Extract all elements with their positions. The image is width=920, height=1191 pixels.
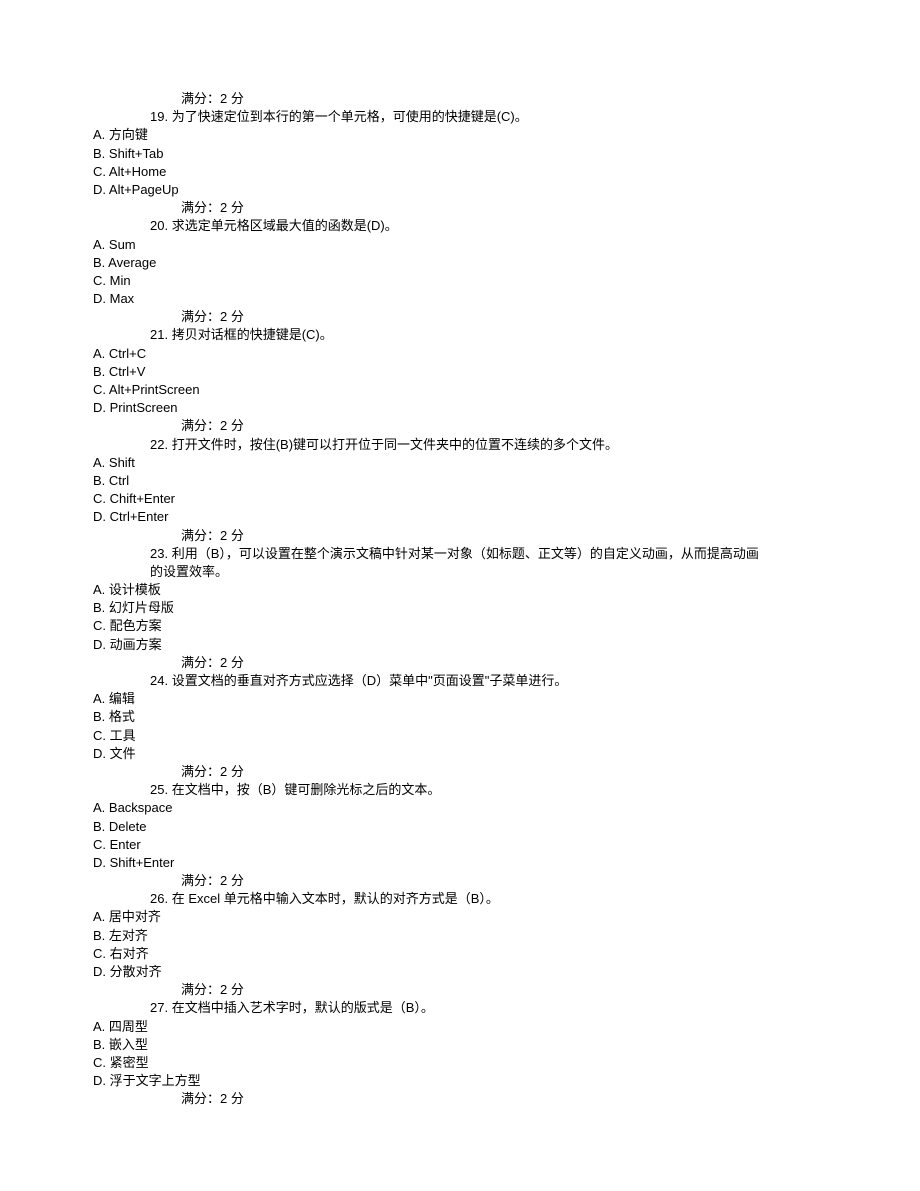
score-line: 满分：2 分: [93, 654, 827, 672]
question-number: 23.: [150, 546, 168, 561]
option-line: D. 浮于文字上方型: [93, 1072, 827, 1090]
question-number: 21.: [150, 327, 168, 342]
question-text: 在文档中，按（B）键可删除光标之后的文本。: [172, 782, 441, 797]
option-line: D. Ctrl+Enter: [93, 508, 827, 526]
option-line: B. Average: [93, 254, 827, 272]
question-line: 25. 在文档中，按（B）键可删除光标之后的文本。: [93, 781, 827, 799]
option-line: D. 分散对齐: [93, 963, 827, 981]
option-line: B. 格式: [93, 708, 827, 726]
option-line: D. Max: [93, 290, 827, 308]
option-line: A. 四周型: [93, 1018, 827, 1036]
question-text: 利用（B），可以设置在整个演示文稿中针对某一对象（如标题、正文等）的自定义动画，…: [172, 546, 759, 561]
question-continuation: 的设置效率。: [93, 563, 827, 581]
question-text: 拷贝对话框的快捷键是(C)。: [172, 327, 333, 342]
question-text: 打开文件时，按住(B)键可以打开位于同一文件夹中的位置不连续的多个文件。: [172, 437, 618, 452]
option-line: A. Ctrl+C: [93, 345, 827, 363]
question-line: 22. 打开文件时，按住(B)键可以打开位于同一文件夹中的位置不连续的多个文件。: [93, 436, 827, 454]
option-line: B. 嵌入型: [93, 1036, 827, 1054]
option-line: C. Min: [93, 272, 827, 290]
score-line: 满分：2 分: [93, 527, 827, 545]
score-line: 满分：2 分: [93, 1090, 827, 1108]
option-line: A. Sum: [93, 236, 827, 254]
question-number: 27.: [150, 1000, 168, 1015]
question-number: 26.: [150, 891, 168, 906]
option-line: C. Alt+Home: [93, 163, 827, 181]
score-line: 满分：2 分: [93, 308, 827, 326]
question-text: 在文档中插入艺术字时，默认的版式是（B）。: [172, 1000, 434, 1015]
option-line: D. Alt+PageUp: [93, 181, 827, 199]
question-text: 为了快速定位到本行的第一个单元格，可使用的快捷键是(C)。: [172, 109, 528, 124]
question-number: 20.: [150, 218, 168, 233]
score-line: 满分：2 分: [93, 199, 827, 217]
option-line: C. 工具: [93, 727, 827, 745]
option-line: A. 方向键: [93, 126, 827, 144]
option-line: A. Shift: [93, 454, 827, 472]
question-text: 在 Excel 单元格中输入文本时，默认的对齐方式是（B）。: [172, 891, 499, 906]
option-line: B. Shift+Tab: [93, 145, 827, 163]
question-number: 25.: [150, 782, 168, 797]
score-line: 满分：2 分: [93, 90, 827, 108]
option-line: B. 幻灯片母版: [93, 599, 827, 617]
score-line: 满分：2 分: [93, 763, 827, 781]
score-line: 满分：2 分: [93, 872, 827, 890]
question-number: 22.: [150, 437, 168, 452]
question-text: 求选定单元格区域最大值的函数是(D)。: [172, 218, 398, 233]
option-line: D. 动画方案: [93, 636, 827, 654]
question-line: 27. 在文档中插入艺术字时，默认的版式是（B）。: [93, 999, 827, 1017]
option-line: D. 文件: [93, 745, 827, 763]
option-line: B. Ctrl: [93, 472, 827, 490]
option-line: C. Chift+Enter: [93, 490, 827, 508]
option-line: A. 编辑: [93, 690, 827, 708]
option-line: C. 配色方案: [93, 617, 827, 635]
score-line: 满分：2 分: [93, 417, 827, 435]
question-number: 24.: [150, 673, 168, 688]
option-line: C. 紧密型: [93, 1054, 827, 1072]
option-line: B. Delete: [93, 818, 827, 836]
score-line: 满分：2 分: [93, 981, 827, 999]
option-line: A. 居中对齐: [93, 908, 827, 926]
option-line: B. Ctrl+V: [93, 363, 827, 381]
question-line: 23. 利用（B），可以设置在整个演示文稿中针对某一对象（如标题、正文等）的自定…: [93, 545, 827, 563]
question-number: 19.: [150, 109, 168, 124]
option-line: C. Alt+PrintScreen: [93, 381, 827, 399]
question-text: 设置文档的垂直对齐方式应选择（D）菜单中"页面设置"子菜单进行。: [172, 673, 568, 688]
question-line: 19. 为了快速定位到本行的第一个单元格，可使用的快捷键是(C)。: [93, 108, 827, 126]
option-line: C. Enter: [93, 836, 827, 854]
option-line: C. 右对齐: [93, 945, 827, 963]
question-line: 24. 设置文档的垂直对齐方式应选择（D）菜单中"页面设置"子菜单进行。: [93, 672, 827, 690]
option-line: A. Backspace: [93, 799, 827, 817]
option-line: D. Shift+Enter: [93, 854, 827, 872]
document-content: 满分：2 分 19. 为了快速定位到本行的第一个单元格，可使用的快捷键是(C)。…: [93, 90, 827, 1109]
option-line: A. 设计模板: [93, 581, 827, 599]
question-line: 20. 求选定单元格区域最大值的函数是(D)。: [93, 217, 827, 235]
question-line: 26. 在 Excel 单元格中输入文本时，默认的对齐方式是（B）。: [93, 890, 827, 908]
option-line: D. PrintScreen: [93, 399, 827, 417]
option-line: B. 左对齐: [93, 927, 827, 945]
question-line: 21. 拷贝对话框的快捷键是(C)。: [93, 326, 827, 344]
